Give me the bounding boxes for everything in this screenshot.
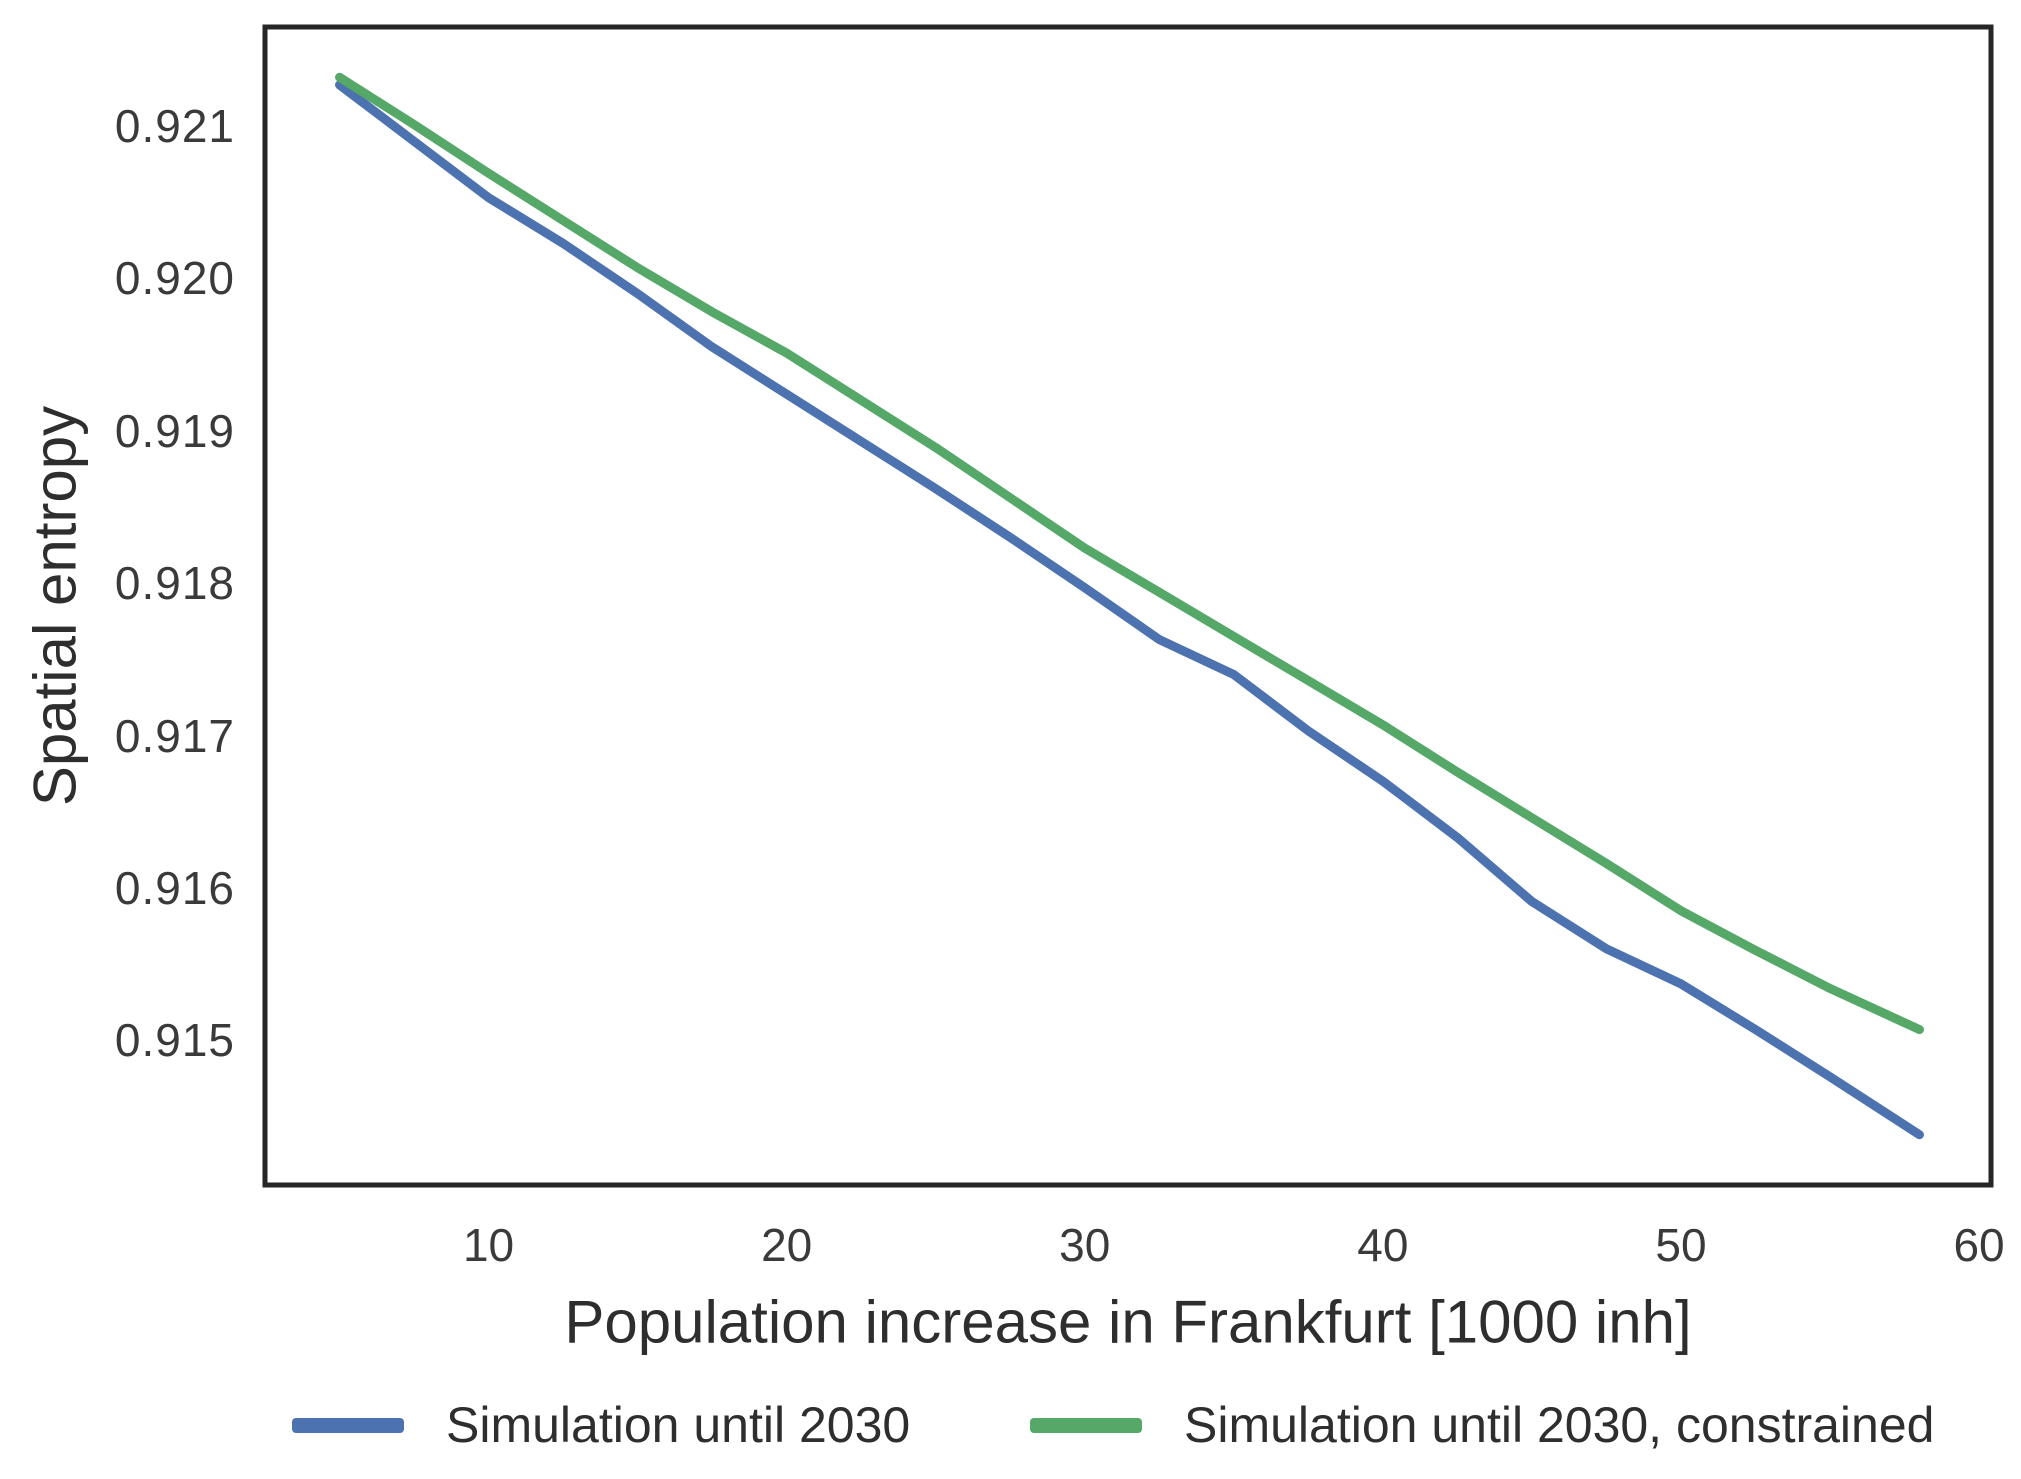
legend-label-simulation: Simulation until 2030 [446, 1397, 911, 1453]
axes-border [262, 24, 1994, 1188]
legend-label-simulation-constrained: Simulation until 2030, constrained [1184, 1397, 1935, 1453]
legend-swatch-simulation [292, 1417, 404, 1433]
series-line-0 [335, 80, 1924, 1140]
y-axis-title: Spatial entropy [21, 405, 89, 807]
legend-swatch-simulation-constrained [1030, 1417, 1142, 1433]
x-tick-label-30: 30 [1059, 1219, 1111, 1271]
legend-item-simulation: Simulation until 2030 [292, 1390, 910, 1460]
y-tick-label-0.921: 0.921 [114, 100, 235, 153]
x-tick-label-60: 60 [1953, 1219, 2005, 1271]
y-tick-label-0.920: 0.920 [114, 252, 235, 305]
x-tick-label-40: 40 [1357, 1219, 1409, 1271]
y-tick-label-0.915: 0.915 [114, 1014, 235, 1067]
x-tick-label-50: 50 [1655, 1219, 1707, 1271]
y-tick-label-0.919: 0.919 [114, 404, 235, 457]
y-tick-label-0.918: 0.918 [114, 557, 235, 610]
x-tick-label-10: 10 [462, 1219, 515, 1271]
y-tick-label-0.916: 0.916 [114, 861, 235, 914]
x-tick-label-20: 20 [761, 1219, 813, 1271]
legend: Simulation until 2030 Simulation until 2… [0, 1390, 2021, 1460]
x-axis-title: Population increase in Frankfurt [1000 i… [564, 1288, 1692, 1356]
y-tick-label-0.917: 0.917 [114, 709, 235, 762]
series-line-1 [335, 72, 1924, 1035]
legend-item-simulation-constrained: Simulation until 2030, constrained [1030, 1390, 1934, 1460]
